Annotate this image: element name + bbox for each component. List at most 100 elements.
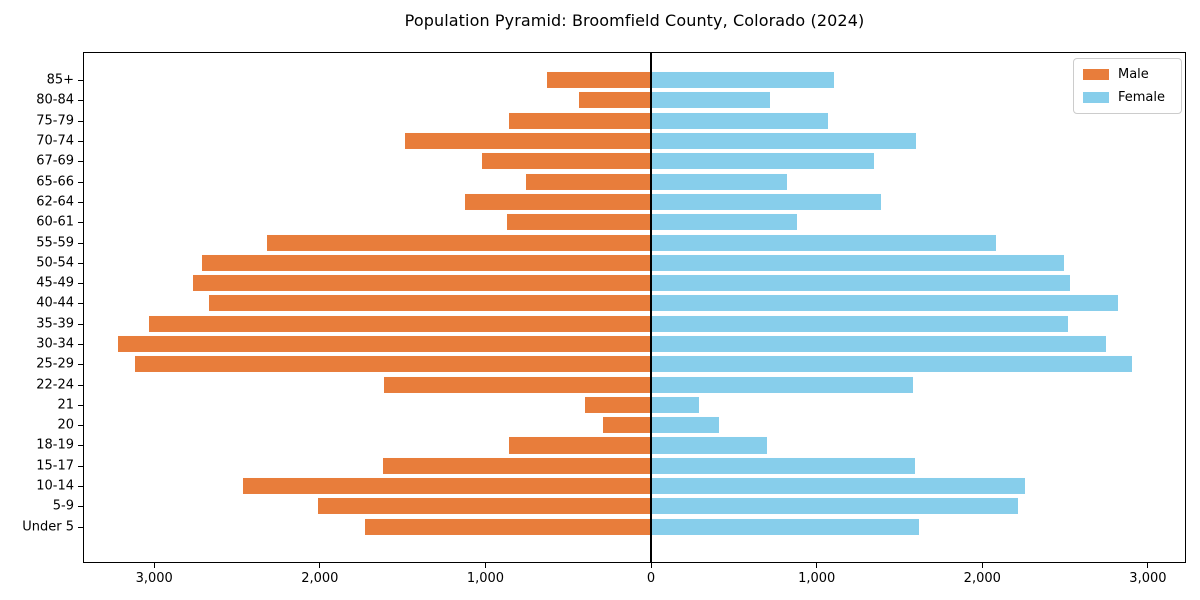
pyramid-row: 22-24: [36, 374, 1185, 394]
pyramid-row: 75-79: [36, 111, 1185, 131]
pyramid-row: 18-19: [36, 435, 1185, 455]
y-axis-label: 22-24: [36, 377, 74, 393]
y-axis-label: 45-49: [36, 275, 74, 291]
pyramid-row: 85+: [47, 70, 1185, 90]
y-tick-mark: [77, 222, 83, 224]
y-axis-label: 35-39: [36, 316, 74, 332]
pyramid-row: 10-14: [36, 476, 1185, 496]
female-bar: [651, 518, 919, 535]
male-bar: [584, 396, 652, 413]
y-tick-mark: [77, 344, 83, 345]
female-bar: [651, 153, 875, 170]
female-bar: [651, 275, 1071, 292]
pyramid-row: 67-69: [36, 151, 1185, 171]
pyramid-row: 80-84: [36, 90, 1185, 110]
x-tick-mark: [484, 563, 486, 568]
female-bar: [651, 173, 787, 190]
y-tick-mark: [77, 445, 83, 447]
x-tick-label: 1,000: [466, 571, 505, 586]
female-bar: [651, 457, 915, 474]
y-tick-mark: [77, 120, 83, 122]
y-axis-label: 21: [57, 397, 74, 413]
male-bar: [317, 498, 652, 515]
male-color-swatch: [1082, 69, 1109, 80]
female-bar: [651, 193, 881, 210]
y-axis-label: 18-19: [36, 437, 74, 453]
legend-entry-female: Female: [1082, 90, 1171, 105]
x-tick-label: 1,000: [798, 571, 836, 586]
y-tick-mark: [77, 303, 83, 305]
y-axis-label: 5-9: [52, 498, 74, 514]
female-bar: [651, 92, 771, 109]
chart-title: Population Pyramid: Broomfield County, C…: [404, 11, 865, 30]
female-bar: [651, 356, 1133, 373]
legend-entry-male: Male: [1082, 67, 1171, 82]
y-axis-label: Under 5: [22, 519, 74, 535]
legend-label-female: Female: [1117, 90, 1165, 105]
male-bar: [482, 153, 652, 170]
pyramid-row: 45-49: [36, 273, 1185, 293]
male-bar: [193, 275, 652, 292]
female-bar: [651, 133, 916, 150]
male-bar: [242, 478, 652, 495]
y-axis-label: 70-74: [36, 133, 74, 149]
pyramid-row: 55-59: [36, 232, 1185, 252]
female-bar: [651, 315, 1069, 332]
x-tick-label: 0: [646, 571, 656, 586]
pyramid-row: 5-9: [53, 496, 1185, 516]
y-tick-mark: [77, 364, 83, 366]
female-bar: [651, 112, 828, 129]
y-axis-label: 40-44: [36, 295, 74, 311]
pyramid-row: 60-61: [36, 212, 1185, 232]
y-axis-label: 10-14: [36, 478, 74, 494]
pyramid-row: 20: [57, 415, 1185, 435]
male-bar: [508, 112, 652, 129]
y-tick-mark: [77, 465, 83, 467]
pyramid-row: 62-64: [36, 192, 1185, 212]
female-bar: [651, 498, 1019, 515]
male-bar: [404, 133, 652, 150]
y-tick-mark: [77, 161, 83, 163]
pyramid-bars: 85+ 80-84 75-79 70-74 67-69 65-66 62-64 60-61 55…: [22, 53, 1185, 562]
x-tick-label: 3,000: [135, 571, 173, 586]
y-axis-label: 62-64: [36, 194, 74, 210]
male-bar: [507, 214, 652, 231]
y-tick-mark: [77, 283, 83, 285]
x-tick-mark: [153, 563, 155, 568]
x-tick-mark: [816, 563, 818, 568]
female-color-swatch: [1082, 92, 1109, 103]
male-bar: [135, 356, 652, 373]
y-axis-label: 75-79: [36, 113, 74, 129]
pyramid-row: Under 5: [22, 517, 1185, 537]
male-bar: [266, 234, 652, 251]
female-bar: [651, 254, 1065, 271]
pyramid-row: 30-34: [36, 334, 1185, 354]
x-tick-mark: [981, 563, 983, 568]
y-tick-mark: [77, 323, 83, 325]
x-tick-label: 3,000: [1129, 571, 1167, 586]
y-tick-mark: [77, 80, 83, 82]
female-bar: [651, 396, 699, 413]
male-bar: [149, 315, 652, 332]
x-tick-mark: [1147, 563, 1149, 568]
male-bar: [383, 457, 652, 474]
y-tick-mark: [77, 100, 83, 102]
male-bar: [508, 437, 652, 454]
y-tick-mark: [77, 181, 83, 183]
pyramid-row: 70-74: [36, 131, 1185, 151]
y-axis-label: 60-61: [36, 214, 74, 230]
y-tick-mark: [77, 262, 83, 264]
y-axis-label: 80-84: [36, 92, 74, 108]
y-tick-mark: [77, 486, 83, 488]
pyramid-row: 40-44: [36, 293, 1185, 313]
female-bar: [651, 417, 719, 434]
female-bar: [651, 437, 767, 454]
y-tick-mark: [77, 404, 83, 406]
x-tick-label: 2,000: [963, 571, 1001, 586]
female-bar: [651, 376, 914, 393]
y-axis-label: 85+: [46, 72, 74, 88]
male-bar: [526, 173, 652, 190]
zero-axis-line: [650, 53, 652, 562]
male-bar: [384, 376, 652, 393]
legend: Male Female: [1072, 58, 1182, 114]
